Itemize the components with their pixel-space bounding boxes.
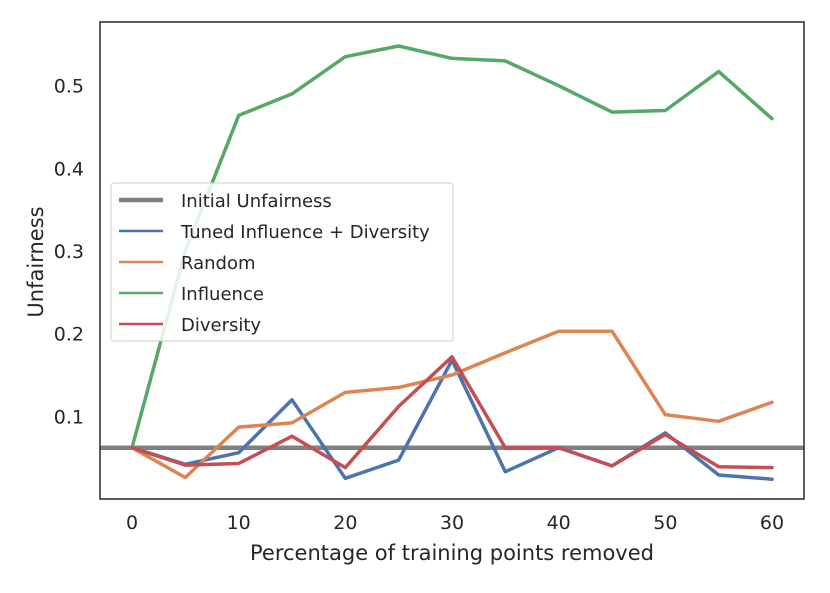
x-tick-label: 30 (440, 512, 464, 534)
x-tick-label: 0 (126, 512, 138, 534)
legend-label: Random (181, 253, 256, 274)
y-axis-label: Unfairness (24, 206, 48, 317)
y-tick-label: 0.3 (54, 241, 84, 263)
legend-label: Initial Unfairness (181, 191, 332, 212)
x-tick-label: 20 (333, 512, 357, 534)
x-tick-label: 10 (227, 512, 251, 534)
series-line-random (130, 329, 774, 480)
series-line-tuned-influence-diversity (130, 358, 774, 481)
legend-label: Influence (181, 284, 264, 305)
series-line-diversity (130, 355, 774, 470)
legend-label: Diversity (181, 315, 261, 336)
legend-box (110, 182, 454, 342)
y-tick-label: 0.4 (54, 158, 84, 180)
y-tick-label: 0.2 (54, 324, 84, 346)
x-tick-label: 60 (760, 512, 784, 534)
x-tick-label: 50 (653, 512, 677, 534)
plot-frame (99, 21, 805, 500)
y-tick-label: 0.1 (54, 406, 84, 428)
legend: Initial Unfairness Tuned Influence + Dive… (110, 182, 454, 342)
plot-content (100, 44, 804, 481)
x-axis-ticks: 0 10 20 30 40 50 60 (126, 512, 784, 534)
y-tick-label: 0.5 (54, 76, 84, 98)
series-line-influence (130, 44, 774, 450)
x-tick-label: 40 (547, 512, 571, 534)
x-axis-label: Percentage of training points removed (250, 541, 654, 565)
y-axis-ticks: 0.1 0.2 0.3 0.4 0.5 (54, 76, 84, 429)
legend-label: Tuned Influence + Diversity (180, 222, 430, 243)
